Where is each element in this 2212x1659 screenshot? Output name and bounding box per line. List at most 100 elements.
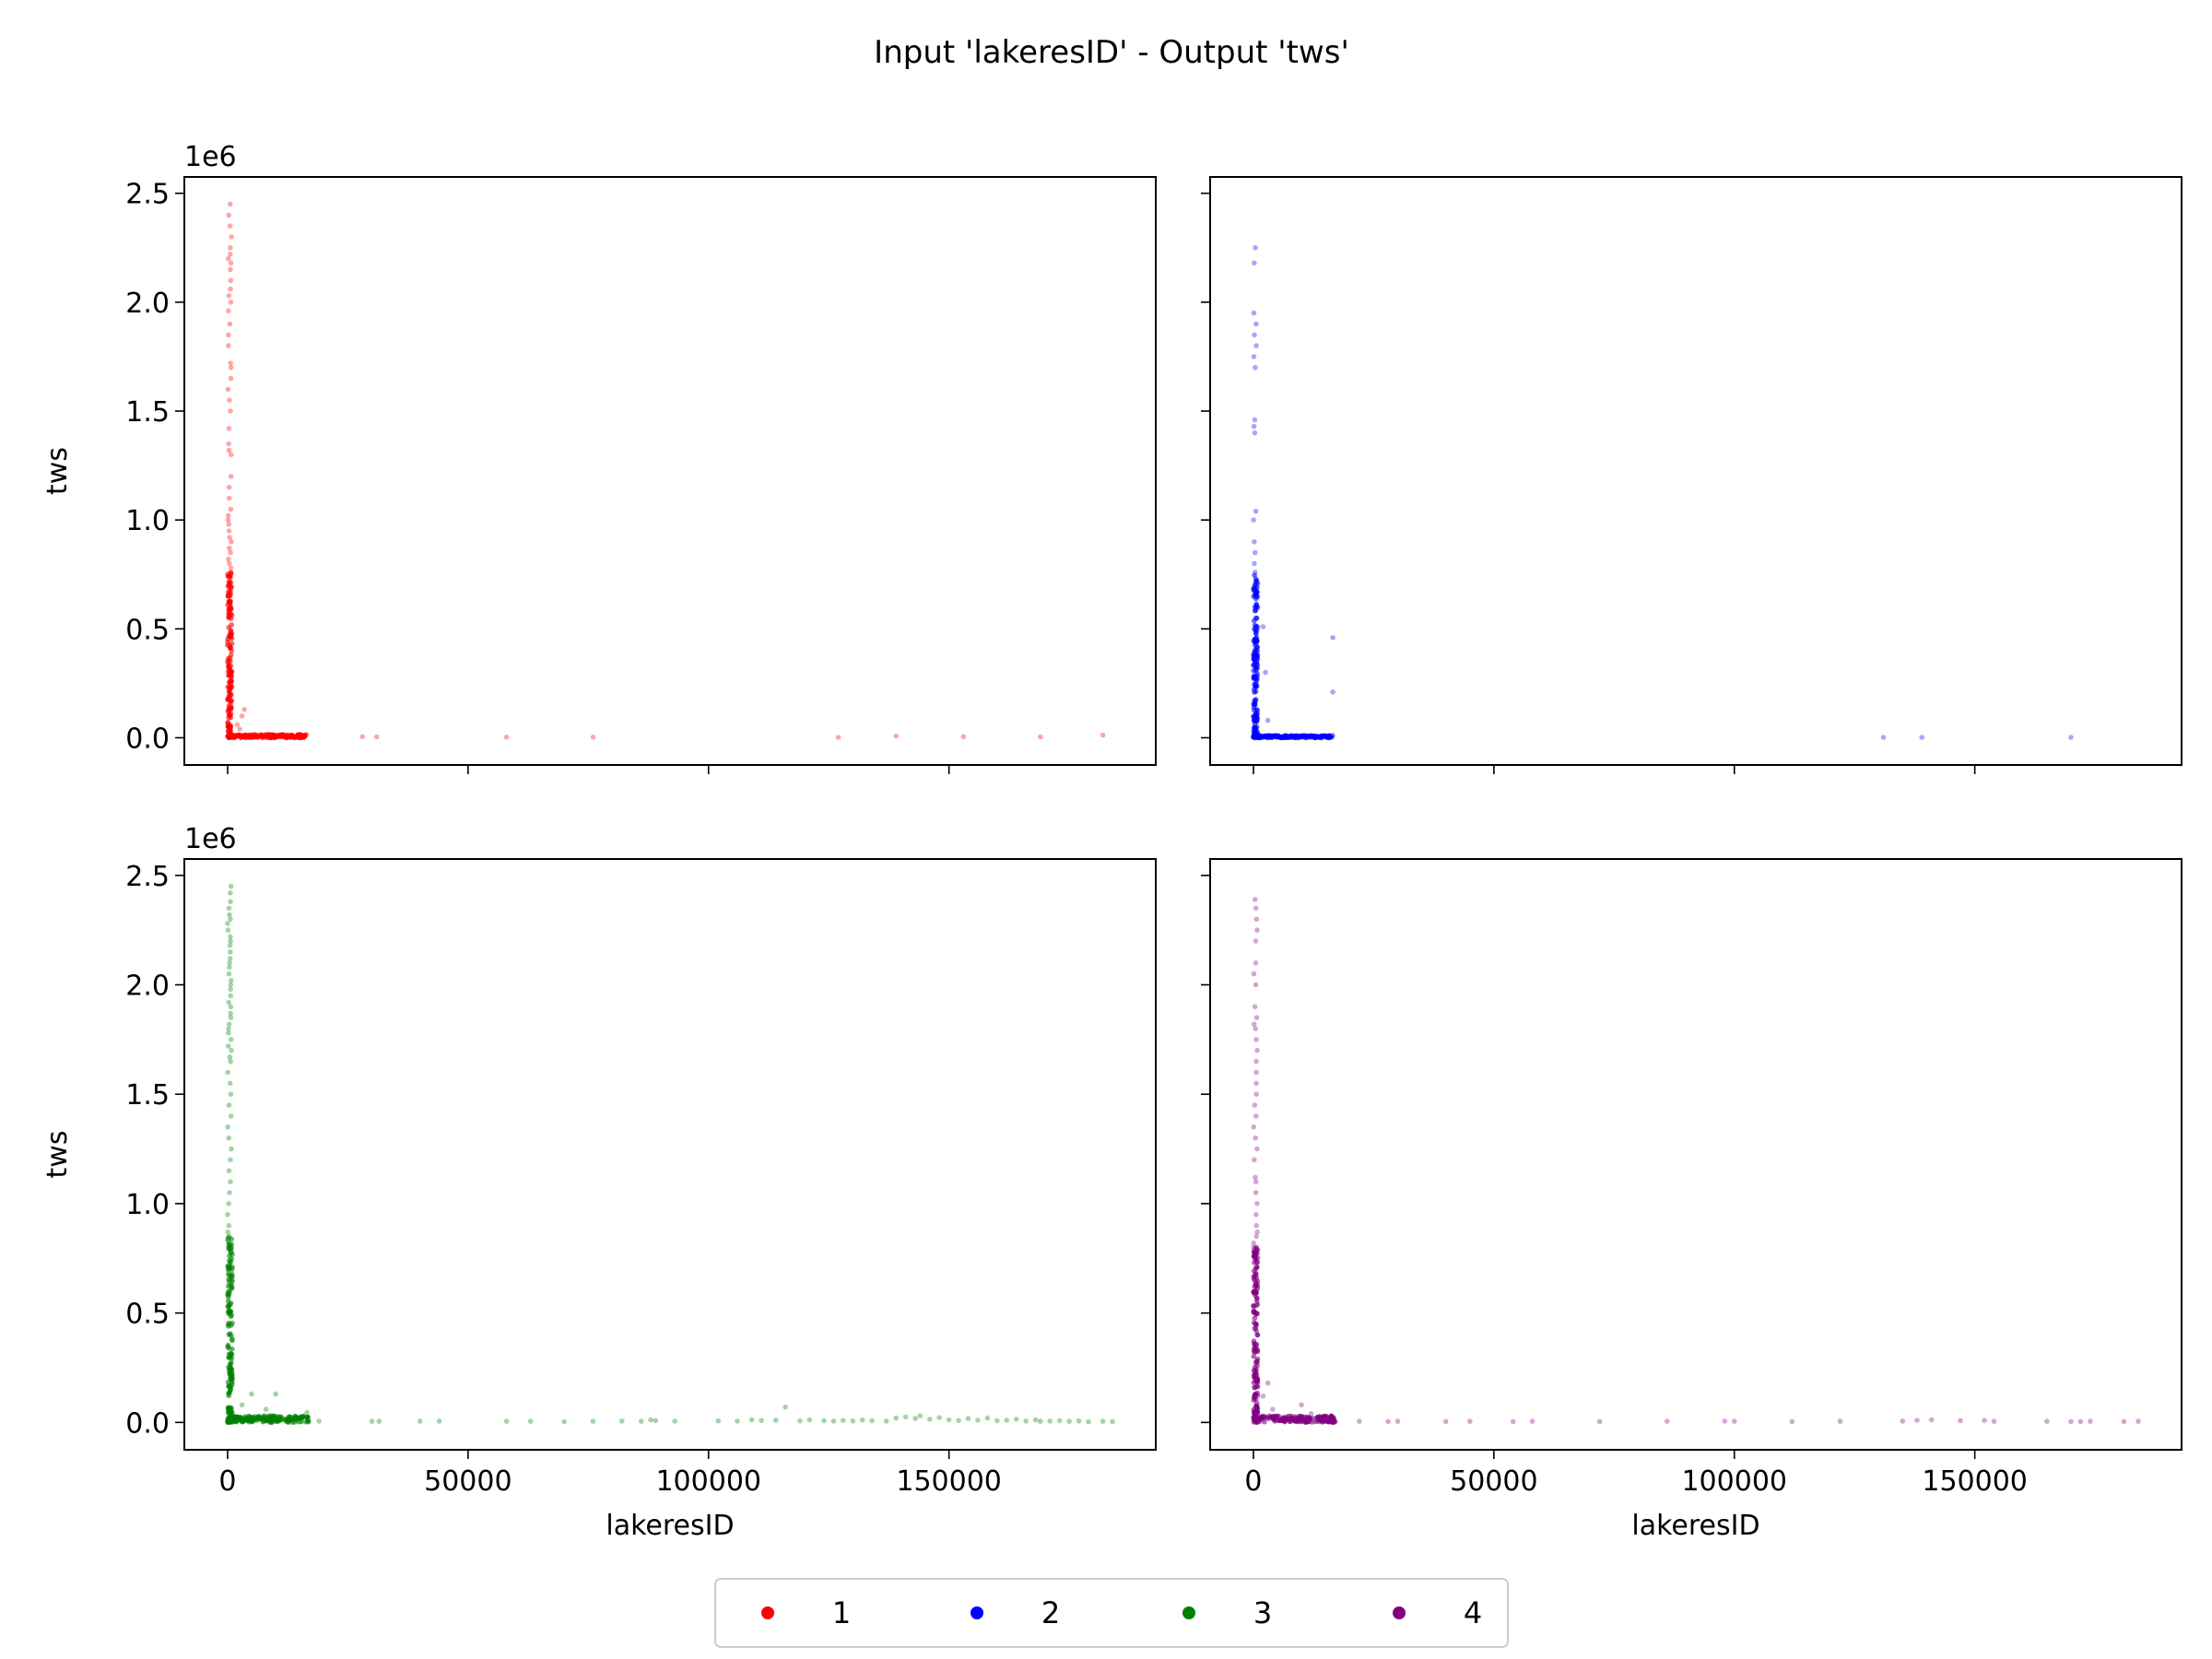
data-point <box>228 883 234 889</box>
data-point <box>228 993 233 999</box>
data-point <box>227 1409 232 1415</box>
axes-frame <box>1209 176 2183 766</box>
data-point <box>436 1418 442 1424</box>
data-point <box>1251 310 1257 316</box>
data-point <box>227 964 232 971</box>
x-tick-label: 100000 <box>1681 1465 1787 1498</box>
data-point <box>225 255 231 262</box>
data-point <box>225 734 230 739</box>
data-point <box>1253 607 1259 614</box>
data-point <box>1252 572 1257 578</box>
y-offset-label: 1e6 <box>184 141 237 173</box>
x-tick-label: 150000 <box>1922 1465 2028 1498</box>
data-point <box>1253 1310 1260 1316</box>
data-point <box>228 1331 233 1336</box>
subplot-1: 0.0 0.5 1.0 1.5 2.0 2.5 1e6 tws <box>41 141 1157 774</box>
y-axis-label: tws <box>41 447 74 495</box>
data-point <box>1293 1415 1300 1421</box>
data-point <box>227 1190 232 1195</box>
data-point <box>268 1419 274 1425</box>
legend-label: 3 <box>1253 1595 1272 1630</box>
data-point <box>1252 897 1258 902</box>
data-point <box>1254 1376 1261 1382</box>
data-point <box>229 1047 234 1053</box>
data-point <box>227 535 232 540</box>
data-point <box>229 1146 234 1152</box>
data-point <box>226 447 232 453</box>
data-point <box>228 1037 234 1042</box>
data-point <box>1100 732 1106 738</box>
data-point <box>228 1010 233 1017</box>
data-point <box>228 1383 234 1390</box>
data-point <box>1253 665 1259 671</box>
data-point <box>226 484 232 490</box>
data-point <box>884 1418 889 1424</box>
data-point <box>226 1391 231 1396</box>
data-point <box>417 1418 423 1424</box>
data-point <box>527 1418 534 1424</box>
data-point <box>1330 689 1335 695</box>
data-point <box>228 365 234 371</box>
data-point <box>715 1418 721 1424</box>
data-point <box>2068 735 2074 740</box>
data-point <box>275 1418 280 1424</box>
data-point <box>227 912 232 918</box>
data-point <box>373 734 380 740</box>
data-point <box>225 721 231 726</box>
data-point <box>1253 938 1259 944</box>
data-point <box>1271 1414 1277 1419</box>
data-point <box>1919 735 1924 740</box>
data-point <box>1251 1338 1257 1344</box>
data-point <box>228 1058 233 1065</box>
data-point <box>225 696 231 702</box>
data-point <box>237 726 242 732</box>
data-point <box>228 706 233 712</box>
data-point <box>1253 1026 1258 1031</box>
data-point <box>226 1201 231 1206</box>
data-point <box>1252 1395 1257 1401</box>
data-point <box>225 386 231 393</box>
data-point <box>1310 734 1315 739</box>
data-point <box>226 1026 231 1031</box>
y-tick-label: 1.5 <box>125 1079 170 1112</box>
data-point <box>229 234 234 240</box>
data-point <box>229 641 235 647</box>
y-tick-label: 1.5 <box>125 396 170 429</box>
data-point <box>1253 1113 1259 1119</box>
data-point <box>1263 669 1268 676</box>
data-point <box>1288 733 1295 738</box>
data-point <box>228 1179 233 1184</box>
data-point <box>759 1418 764 1423</box>
data-point <box>1265 1380 1271 1386</box>
data-point <box>1330 635 1335 641</box>
data-point <box>975 1418 981 1423</box>
data-point <box>1303 1419 1309 1425</box>
data-point <box>226 212 231 218</box>
data-point <box>228 668 233 675</box>
data-point <box>226 1308 232 1313</box>
data-point <box>228 506 234 512</box>
data-point <box>227 201 233 207</box>
data-point <box>1254 1390 1260 1396</box>
data-point <box>1253 1407 1258 1413</box>
data-point <box>2088 1418 2093 1424</box>
data-point <box>1253 1091 1259 1097</box>
data-point <box>226 426 232 431</box>
data-point <box>806 1417 813 1423</box>
x-tick-label: 100000 <box>655 1465 761 1498</box>
data-point <box>228 1157 233 1163</box>
data-point <box>1269 733 1276 739</box>
data-point <box>1260 624 1266 629</box>
x-tick-label: 50000 <box>424 1465 512 1498</box>
data-point <box>1982 1418 1987 1423</box>
data-point <box>1253 1233 1259 1240</box>
data-point <box>1253 1288 1259 1294</box>
data-point <box>228 286 233 292</box>
data-point <box>1385 1418 1391 1425</box>
data-point <box>226 712 232 718</box>
x-tick-label: 150000 <box>896 1465 1002 1498</box>
data-point <box>503 1418 510 1424</box>
data-point <box>227 598 232 605</box>
data-point <box>1253 1179 1259 1184</box>
data-point <box>226 1135 231 1141</box>
